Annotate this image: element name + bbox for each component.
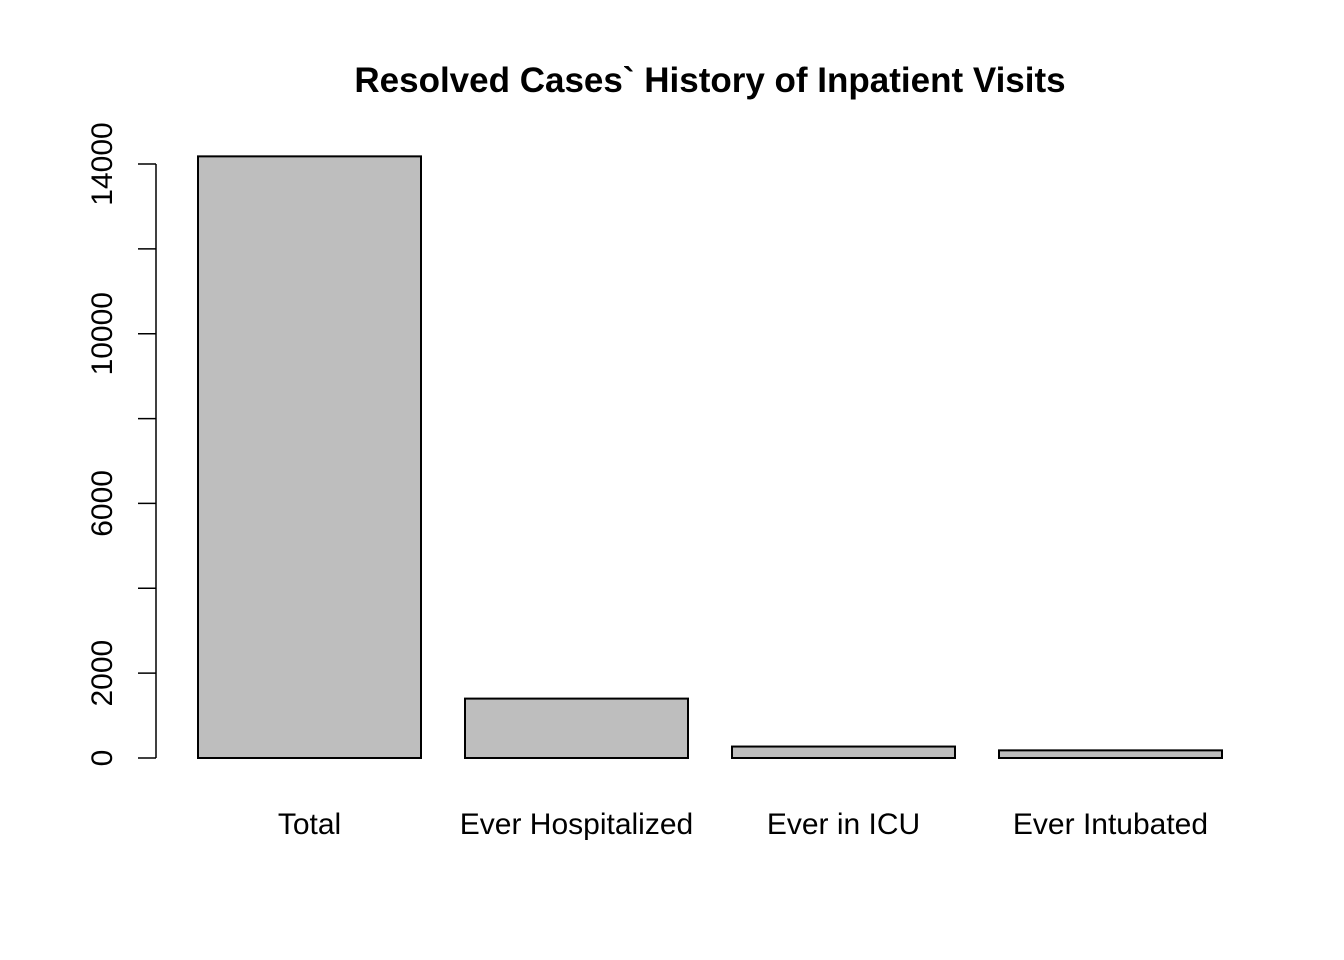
bar-total [197, 155, 422, 759]
bars-group [197, 155, 1223, 760]
category-label: Ever in ICU [767, 808, 920, 841]
y-tick-label: 6000 [86, 470, 119, 537]
category-label: Total [278, 808, 341, 841]
y-tick-label: 14000 [86, 122, 119, 205]
bar-ever-in-icu [731, 745, 956, 760]
chart-title: Resolved Cases` History of Inpatient Vis… [354, 61, 1065, 100]
y-tick-label: 2000 [86, 640, 119, 707]
y-tick-label: 10000 [86, 292, 119, 375]
y-axis: 0 2000 6000 10000 14000 [86, 122, 157, 767]
y-tick-label: 0 [86, 750, 119, 767]
bar-ever-intubated [998, 749, 1223, 759]
category-label: Ever Intubated [1013, 808, 1208, 841]
category-labels: Total Ever Hospitalized Ever in ICU Ever In… [278, 808, 1208, 841]
bar-ever-hospitalized [464, 697, 689, 759]
category-label: Ever Hospitalized [460, 808, 693, 841]
